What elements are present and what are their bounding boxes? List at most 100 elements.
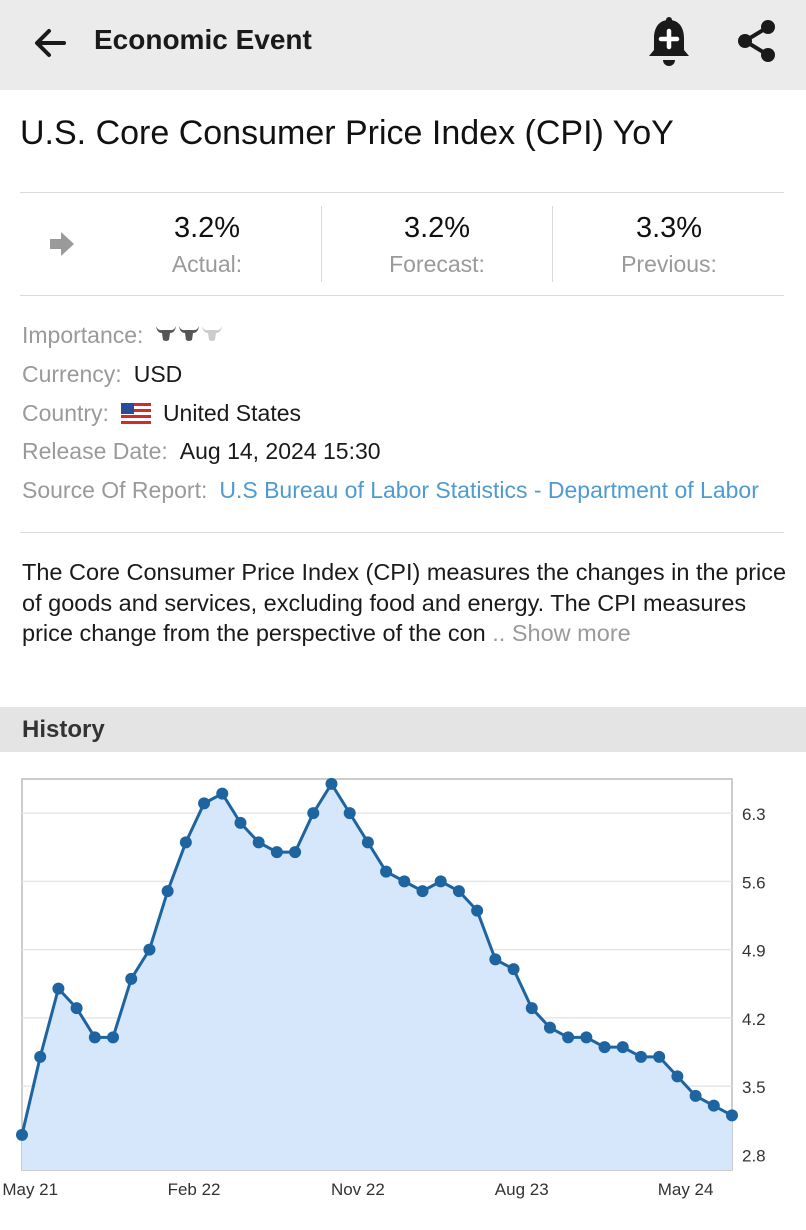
data-point — [671, 1070, 684, 1083]
description-text: The Core Consumer Price Index (CPI) meas… — [22, 559, 787, 646]
data-point — [416, 885, 429, 898]
source-link[interactable]: U.S Bureau of Labor Statistics - Departm… — [219, 477, 759, 503]
data-point — [380, 865, 393, 878]
bell-plus-icon[interactable] — [644, 14, 694, 70]
bull-icon — [156, 326, 177, 341]
app-bar: Economic Event — [0, 0, 806, 90]
divider — [20, 532, 784, 533]
event-description: The Core Consumer Price Index (CPI) meas… — [22, 557, 790, 649]
data-point — [726, 1109, 738, 1122]
data-point — [125, 972, 138, 985]
country-row: Country: United States — [22, 400, 301, 427]
data-point — [88, 1031, 101, 1044]
previous-label: Previous: — [621, 251, 717, 277]
divider — [321, 206, 322, 282]
data-point — [525, 1002, 538, 1015]
data-point — [216, 787, 229, 800]
data-point — [252, 836, 265, 849]
history-label: History — [22, 716, 105, 743]
source-label: Source Of Report: — [22, 477, 208, 503]
currency-label: Currency: — [22, 361, 122, 387]
us-flag-icon — [120, 403, 151, 424]
data-point — [707, 1099, 720, 1112]
data-point — [307, 807, 320, 820]
data-point — [325, 777, 338, 790]
data-point — [70, 1002, 83, 1015]
divider — [20, 295, 784, 296]
data-point — [34, 1050, 47, 1063]
previous-stat: 3.3% Previous: — [554, 212, 784, 278]
data-point — [653, 1050, 666, 1063]
data-point — [107, 1031, 120, 1044]
bull-icon — [179, 326, 200, 341]
actual-stat: 3.2% Actual: — [92, 212, 322, 278]
event-title: U.S. Core Consumer Price Index (CPI) YoY — [20, 114, 674, 152]
release-value: Aug 14, 2024 15:30 — [179, 438, 381, 464]
data-point — [489, 953, 502, 966]
data-point — [616, 1041, 629, 1054]
series-line — [20, 781, 733, 1136]
data-point — [270, 846, 283, 859]
release-row: Release Date: Aug 14, 2024 15:30 — [22, 438, 381, 465]
previous-value: 3.3% — [635, 212, 703, 244]
data-point — [52, 982, 65, 995]
data-point — [143, 943, 156, 956]
data-point — [543, 1021, 556, 1034]
data-point — [562, 1031, 575, 1044]
arrow-left-icon[interactable] — [28, 20, 74, 66]
data-point — [580, 1031, 593, 1044]
page-title: Economic Event — [94, 24, 312, 55]
show-more-link[interactable]: .. Show more — [485, 620, 631, 646]
y-tick-label: 6.3 — [742, 805, 766, 824]
x-tick-label: Aug 23 — [495, 1180, 549, 1199]
actual-label: Actual: — [171, 251, 243, 277]
data-point — [471, 904, 484, 917]
x-tick-label: May 21 — [2, 1180, 58, 1199]
y-tick-label: 3.5 — [742, 1078, 766, 1097]
stats-panel: 3.2% Actual: 3.2% Forecast: 3.3% Previou… — [20, 194, 784, 295]
divider — [552, 206, 553, 282]
forecast-stat: 3.2% Forecast: — [322, 212, 552, 278]
bull-icon — [202, 326, 223, 341]
actual-value: 3.2% — [173, 212, 241, 244]
currency-value: USD — [133, 361, 183, 387]
data-point — [452, 885, 465, 898]
source-row: Source Of Report: U.S Bureau of Labor St… — [22, 477, 759, 504]
arrow-right-icon — [50, 232, 74, 256]
country-label: Country: — [22, 400, 109, 426]
x-tick-label: Feb 22 — [168, 1180, 221, 1199]
y-tick-label: 5.6 — [742, 873, 766, 892]
forecast-value: 3.2% — [403, 212, 471, 244]
importance-rating — [155, 322, 224, 349]
data-point — [16, 1128, 28, 1141]
data-point — [289, 846, 302, 859]
y-tick-label: 2.8 — [742, 1146, 766, 1165]
release-label: Release Date: — [22, 438, 168, 464]
data-point — [361, 836, 374, 849]
currency-row: Currency: USD — [22, 361, 182, 388]
country-value: United States — [162, 400, 302, 426]
area-fill — [22, 783, 732, 1170]
data-point — [179, 836, 192, 849]
data-point — [434, 875, 447, 888]
data-point — [198, 797, 211, 810]
history-section-header: History — [0, 707, 806, 752]
share-icon[interactable] — [732, 16, 782, 66]
forecast-label: Forecast: — [389, 251, 485, 277]
data-point — [234, 816, 247, 829]
divider — [20, 192, 784, 193]
data-point — [507, 963, 520, 976]
data-point — [398, 875, 411, 888]
importance-row: Importance: — [22, 322, 224, 349]
data-point — [343, 807, 356, 820]
x-tick-label: May 24 — [658, 1180, 714, 1199]
data-point — [634, 1050, 647, 1063]
x-tick-label: Nov 22 — [331, 1180, 385, 1199]
data-point — [598, 1041, 611, 1054]
y-tick-label: 4.2 — [742, 1010, 766, 1029]
importance-label: Importance: — [22, 322, 144, 348]
y-tick-label: 4.9 — [742, 942, 766, 961]
data-point — [161, 885, 174, 898]
data-point — [689, 1089, 702, 1102]
history-chart[interactable]: 6.3 5.6 4.9 4.2 3.5 2.8 May 21 Feb 22 Nov 22 Aug … — [0, 770, 806, 1210]
